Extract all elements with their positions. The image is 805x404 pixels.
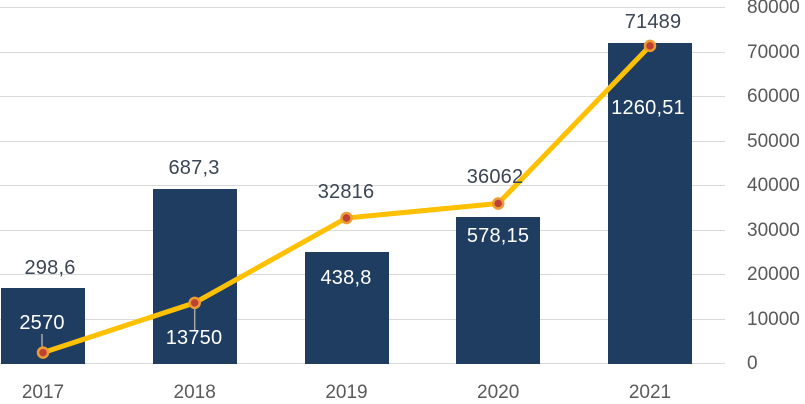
y-axis-tick-label: 0	[747, 353, 758, 374]
x-axis-label-2020: 2020	[477, 382, 520, 403]
bar-value-label: 578,15	[466, 225, 530, 247]
x-axis-label-2019: 2019	[325, 382, 368, 403]
x-axis-label-2021: 2021	[628, 382, 672, 403]
x-axis-label-2017: 2017	[21, 382, 65, 403]
y-axis-tick-label: 10000	[747, 308, 800, 330]
bar-value-label: 1260,51	[611, 97, 685, 119]
line-value-label: 36062	[466, 166, 524, 188]
bar-value-label: 298,6	[24, 257, 76, 279]
y-axis-tick-label: 50000	[747, 130, 800, 152]
bar-2021	[608, 43, 692, 364]
y-axis-tick-label: 30000	[747, 219, 800, 241]
x-axis-label-2018: 2018	[173, 382, 216, 403]
line-value-label: 32816	[317, 181, 375, 203]
y-axis-tick-label: 80000	[747, 0, 800, 18]
line-value-label: 2570	[19, 312, 65, 334]
line-value-label: 71489	[624, 11, 682, 33]
line-value-label: 13750	[165, 327, 223, 349]
data-point-marker-2020	[491, 197, 505, 210]
gridline	[0, 7, 725, 9]
y-axis-tick-label: 40000	[747, 175, 800, 196]
data-point-marker-2019	[340, 211, 353, 225]
y-axis-tick-label: 70000	[747, 41, 800, 63]
bar-value-label: 687,3	[168, 157, 220, 179]
y-axis-tick-label: 20000	[747, 264, 800, 285]
y-axis-tick-label: 60000	[747, 86, 800, 107]
bar-value-label: 438,8	[320, 267, 372, 289]
